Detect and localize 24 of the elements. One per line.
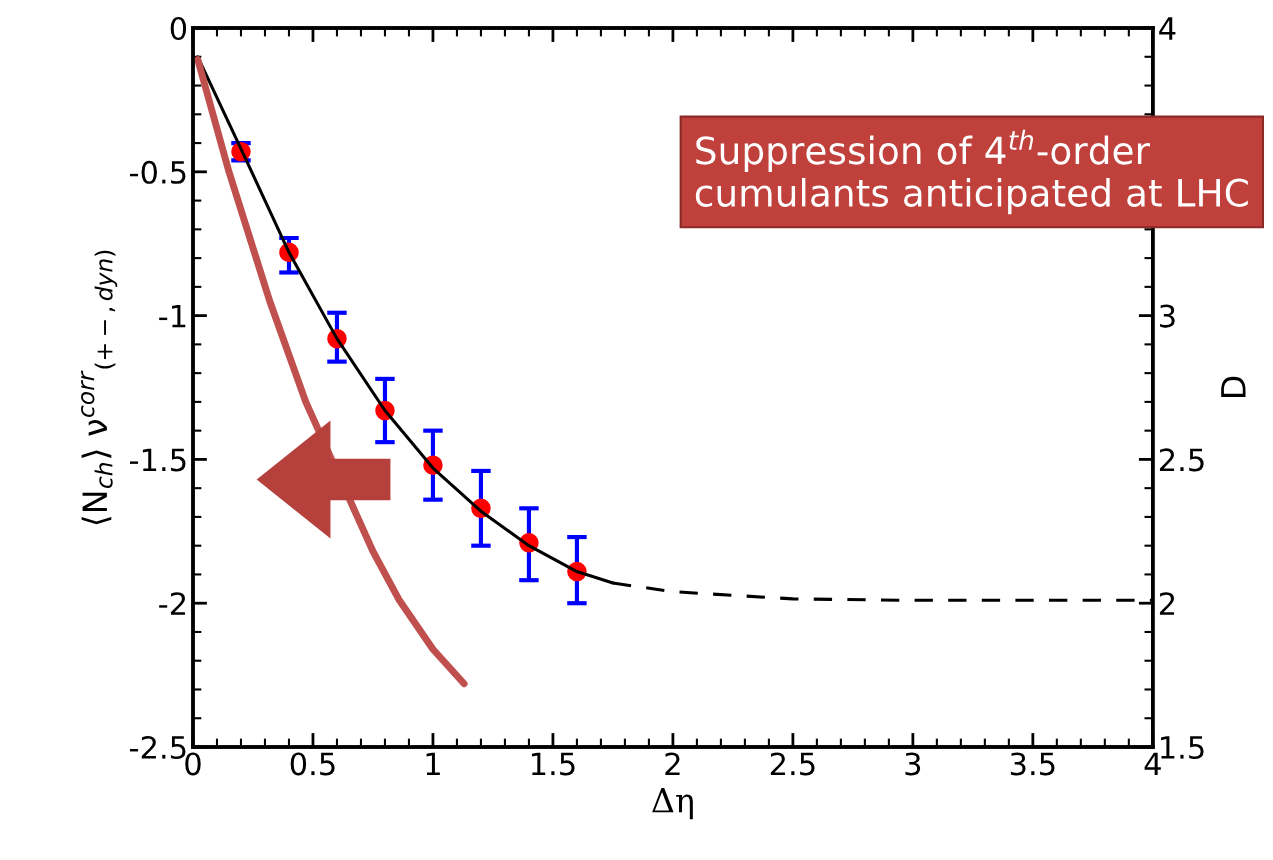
y2-tick-label: 2 <box>1159 592 1175 615</box>
annotation: Suppression of 4$^{th}$-order cumulants anticipated at LHC <box>695 129 1248 215</box>
y2-axis-title: D <box>1221 376 1246 398</box>
y-tick-label: -2.5 <box>130 735 186 760</box>
x-tick-label: 4 <box>1144 752 1161 776</box>
x-tick-label: 2 <box>665 752 680 776</box>
x-tick-label: 0.5 <box>290 752 335 776</box>
x-tick-label: 3 <box>905 752 921 776</box>
x-axis-title: Δη <box>652 788 693 820</box>
x-tick-label: 0 <box>185 752 201 776</box>
y2-tick-label: 3 <box>1160 304 1175 328</box>
y-tick-label: -0.5 <box>130 160 186 184</box>
y-tick-label: -1.5 <box>130 448 186 472</box>
y2-tick-label: 4 <box>1159 17 1176 40</box>
y2-tick-label: 1.5 <box>1161 736 1204 760</box>
y-tick-label: 0 <box>170 16 187 41</box>
x-tick-label: 1.5 <box>531 752 575 776</box>
y2-tick-label: 2.5 <box>1159 448 1204 472</box>
y-axis-title: ⟨N$_{ch}$⟩ ν$^{corr}$$_{(+−,dyn)}$ <box>81 250 118 525</box>
x-tick-label: 1 <box>426 752 440 776</box>
y-tick-label: -1 <box>159 304 186 328</box>
x-tick-label: 2.5 <box>770 752 815 776</box>
x-tick-label: 3.5 <box>1010 752 1055 776</box>
y-tick-label: -2 <box>159 592 186 615</box>
